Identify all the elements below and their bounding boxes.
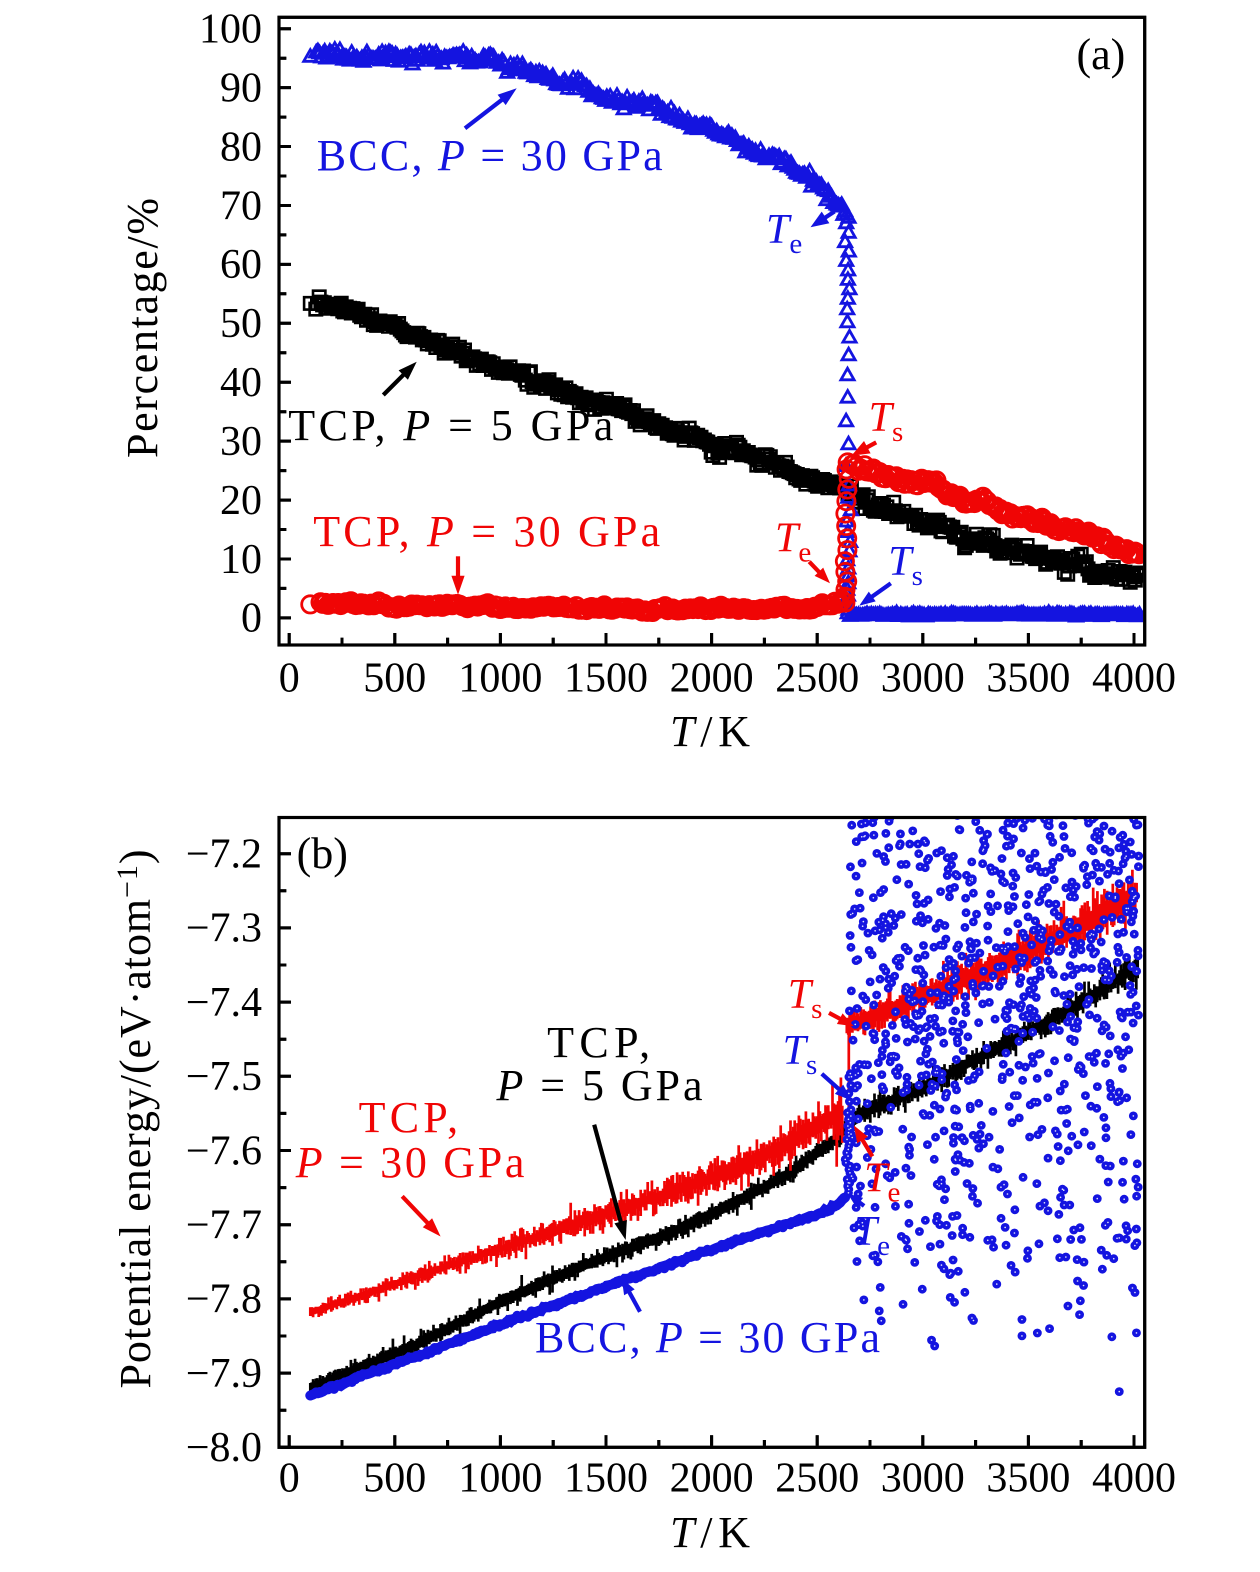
- svg-text:2000: 2000: [670, 1456, 754, 1502]
- svg-text:−7.8: −7.8: [186, 1277, 262, 1323]
- svg-text:1000: 1000: [458, 1456, 542, 1502]
- svg-text:30: 30: [220, 419, 262, 465]
- svg-text:Percentage/%: Percentage/%: [118, 198, 167, 458]
- svg-text:3000: 3000: [881, 1456, 965, 1502]
- svg-text:500: 500: [363, 1456, 426, 1502]
- svg-text:T/K: T/K: [670, 1508, 750, 1557]
- svg-text:10: 10: [220, 537, 262, 583]
- svg-text:TCP, P = 5 GPa: TCP, P = 5 GPa: [288, 401, 613, 450]
- svg-text:−7.3: −7.3: [186, 906, 262, 952]
- svg-text:80: 80: [220, 124, 262, 170]
- svg-text:2500: 2500: [775, 1456, 859, 1502]
- svg-text:BCC, P = 30 GPa: BCC, P = 30 GPa: [535, 1313, 880, 1362]
- svg-text:Te: Te: [864, 1156, 900, 1209]
- svg-text:Te: Te: [775, 516, 811, 569]
- svg-text:Ts: Ts: [869, 395, 904, 448]
- svg-text:2000: 2000: [670, 656, 754, 702]
- svg-text:0: 0: [279, 1456, 300, 1502]
- svg-text:2500: 2500: [775, 656, 859, 702]
- svg-text:−7.6: −7.6: [186, 1128, 262, 1174]
- svg-text:500: 500: [363, 656, 426, 702]
- svg-text:90: 90: [220, 65, 262, 111]
- svg-text:BCC, P = 30 GPa: BCC, P = 30 GPa: [317, 131, 663, 180]
- svg-text:P = 5 GPa: P = 5 GPa: [496, 1061, 703, 1110]
- svg-text:3500: 3500: [986, 1456, 1070, 1502]
- svg-text:3500: 3500: [986, 656, 1070, 702]
- svg-text:4000: 4000: [1092, 656, 1176, 702]
- svg-text:3000: 3000: [881, 656, 965, 702]
- svg-text:60: 60: [220, 242, 262, 288]
- svg-text:T/K: T/K: [670, 707, 750, 756]
- svg-text:TCP,: TCP,: [547, 1018, 650, 1067]
- svg-text:1500: 1500: [564, 656, 648, 702]
- svg-text:1000: 1000: [458, 656, 542, 702]
- svg-text:Ts: Ts: [783, 1028, 818, 1081]
- svg-text:(b): (b): [297, 829, 348, 878]
- svg-text:−7.9: −7.9: [186, 1351, 262, 1397]
- svg-text:100: 100: [199, 7, 262, 53]
- svg-text:40: 40: [220, 360, 262, 406]
- svg-text:4000: 4000: [1092, 1456, 1176, 1502]
- svg-text:(a): (a): [1076, 30, 1125, 79]
- svg-text:Te: Te: [766, 207, 802, 260]
- svg-text:TCP, P = 30 GPa: TCP, P = 30 GPa: [313, 507, 660, 556]
- svg-text:Ts: Ts: [788, 972, 823, 1025]
- svg-text:0: 0: [241, 596, 262, 642]
- svg-text:Potential energy/(eV·atom−1): Potential energy/(eV·atom−1): [111, 850, 160, 1389]
- svg-text:P = 30 GPa: P = 30 GPa: [295, 1138, 525, 1187]
- svg-text:TCP,: TCP,: [359, 1093, 459, 1142]
- svg-text:−7.4: −7.4: [186, 980, 262, 1026]
- svg-text:−7.7: −7.7: [186, 1203, 262, 1249]
- svg-text:−8.0: −8.0: [186, 1425, 262, 1471]
- svg-text:−7.5: −7.5: [186, 1054, 262, 1100]
- svg-text:0: 0: [279, 656, 300, 702]
- svg-text:Ts: Ts: [888, 539, 923, 592]
- svg-text:20: 20: [220, 478, 262, 524]
- svg-text:1500: 1500: [564, 1456, 648, 1502]
- svg-text:70: 70: [220, 183, 262, 229]
- svg-text:−7.2: −7.2: [186, 832, 262, 878]
- svg-text:50: 50: [220, 301, 262, 347]
- svg-text:Te: Te: [854, 1209, 890, 1262]
